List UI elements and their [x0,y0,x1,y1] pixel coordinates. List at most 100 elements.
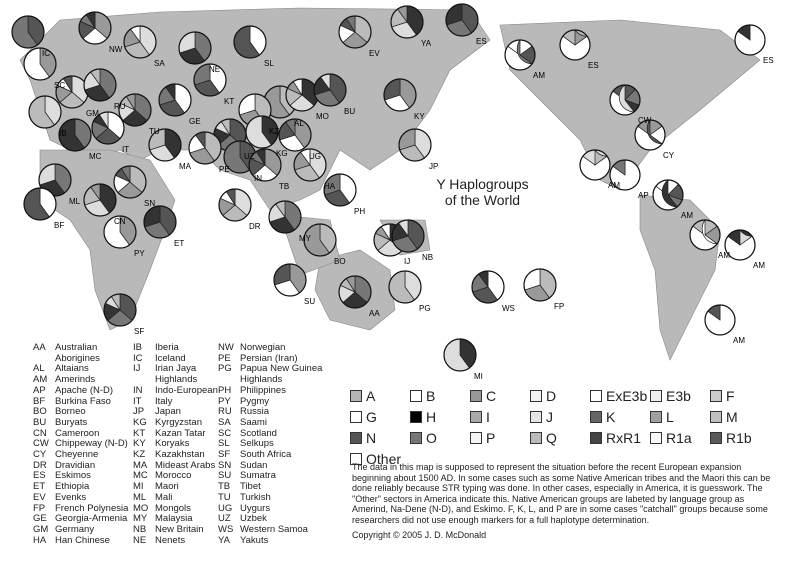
legend-label: H [426,409,437,425]
legend-label: P [486,430,496,446]
abbreviation-entry: MO Mongols [133,502,191,514]
pie-slice [646,118,664,145]
abbreviation-entry: JP Japan [133,406,181,418]
abbreviation-entry: TU Turkish [218,491,271,503]
pie-label: AL [294,119,304,128]
pie-et [143,205,177,239]
legend-swatch [470,432,482,444]
legend-swatch [350,453,362,465]
pie-label: DR [249,222,261,231]
pie-label: AA [369,309,380,318]
pie-label: AM [533,71,545,80]
pie-am [704,304,736,336]
pie-slice [618,84,635,113]
legend-item-other: Other [350,451,410,467]
pie-label: MA [179,162,192,171]
pie-label: SC [54,81,65,90]
pie-kg [245,115,279,149]
legend-swatch [410,390,422,402]
pie-ap [609,159,641,191]
pie-mc [58,118,92,152]
abbreviation-entry: EV Evenks [33,491,87,503]
pie-ru [83,68,117,102]
pie-label: MO [316,112,329,121]
pie-cw [609,84,641,116]
abbreviation-entry: PY Pygmy [218,395,270,407]
pie-label: UZ [244,152,255,161]
pie-label: TU [149,127,160,136]
pie-bf [23,187,57,221]
abbreviation-entry: SC Scotland [218,427,277,439]
legend-swatch [530,390,542,402]
legend-item-g: G [350,409,410,425]
pie-label: JP [429,162,438,171]
pie-label: IN [254,174,262,183]
legend-item-e3b: E3b [650,388,710,404]
pie-am [689,218,721,251]
abbreviation-entry: CN Cameroon [33,427,100,439]
haplogroup-legend: A B C D ExE3b E3b F G H I J K L M N O P Q RxR1 R1a R1b Other [350,388,770,467]
legend-label: D [546,388,557,404]
legend-swatch [410,432,422,444]
pie-ic [11,15,45,49]
abbreviation-entry: MA Mideast Arabs [133,459,216,471]
abbreviation-entry: UG Uygurs [218,502,271,514]
legend-item-r1a: R1a [650,430,710,446]
pie-label: AM [681,211,693,220]
pie-label: SL [264,59,274,68]
pie-label: NE [209,65,220,74]
pie-cn [83,183,117,217]
pie-ge [158,83,192,117]
pie-label: BO [334,257,346,266]
abbreviation-entry: AM Amerinds [33,374,96,386]
pie-label: IB [59,129,67,138]
abbreviation-entry: UZ Uzbek [218,513,267,525]
pie-label: ES [588,61,599,70]
abbreviation-entry: AA Australian [33,342,98,353]
abbreviation-entry: GE Georgia-Armenia [33,513,128,525]
legend-item-exe3b: ExE3b [590,388,650,404]
abbreviation-entry: HA Han Chinese [33,534,110,546]
abbreviation-entry: ET Ethiopia [33,481,90,493]
abbreviation-entry: SL Selkups [218,438,274,450]
pie-label: YA [421,39,432,48]
pie-sc [23,47,57,81]
legend-swatch [470,411,482,423]
pie-slice [516,38,534,65]
legend-item-b: B [410,388,470,404]
pie-label: EV [369,49,380,58]
legend-item-rxr1: RxR1 [590,430,650,446]
abbreviation-entry: SU Sumatra [218,470,276,482]
legend-label: O [426,430,437,446]
pie-label: SN [144,199,155,208]
legend-swatch [650,390,662,402]
abbreviation-entry: GM Germany [33,523,95,535]
legend-item-q: Q [530,430,590,446]
pie-label: TB [279,182,289,191]
pie-label: ES [763,56,774,65]
pie-ib [28,95,62,129]
abbreviation-entry: ML Mali [133,491,173,503]
abbreviation-entry: PE Persian (Iran) [218,352,298,364]
abbreviation-entry: DR Dravidian [33,459,96,471]
legend-label: E3b [666,388,691,404]
legend-label: F [726,388,735,404]
pie-ug [278,118,312,152]
pie-label: IT [122,145,129,154]
abbreviation-entry: NB New Britain [133,523,204,535]
pie-nb [391,219,425,253]
pie-sa [123,25,157,59]
pie-tb [248,148,282,182]
abbreviation-entry: AL Altaians [33,363,89,375]
abbreviation-entry: KT Kazan Tatar [133,427,206,439]
legend-label: N [366,430,377,446]
abbreviation-entry: YA Yakuts [218,534,269,546]
legend-swatch [530,432,542,444]
pie-ya [390,5,424,39]
pie-ne [178,31,212,65]
legend-label: R1b [726,430,752,446]
pie-label: KY [414,112,425,121]
pie-label: HA [324,182,336,191]
pie-cy [634,118,666,151]
